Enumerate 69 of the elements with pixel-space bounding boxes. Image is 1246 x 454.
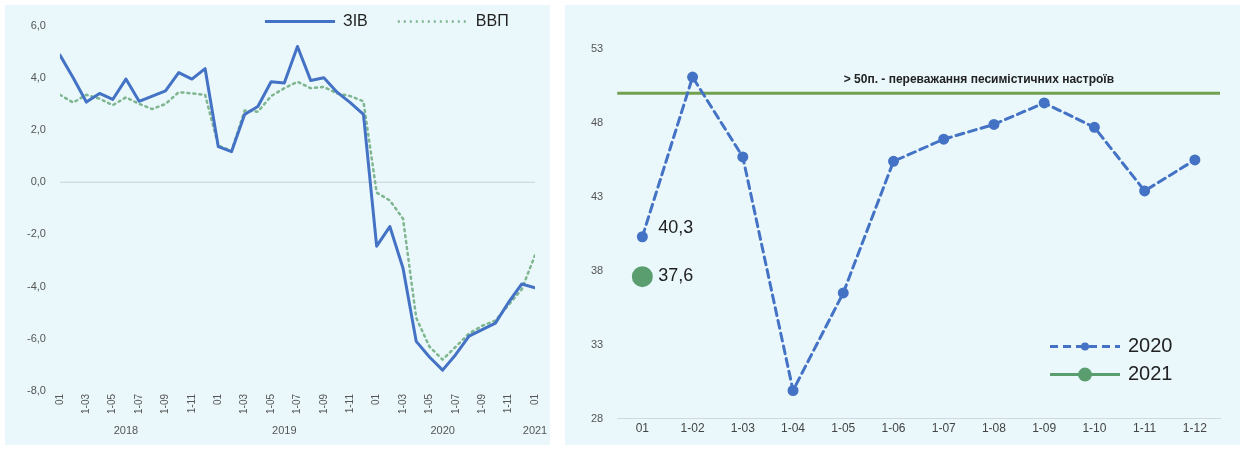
- x-tick-label: 1-03: [238, 393, 250, 414]
- x-tick-label: 1-11: [1133, 421, 1157, 436]
- x-tick-label: 1-09: [475, 393, 487, 414]
- y-tick-label: 53: [590, 42, 604, 55]
- y-tick-label: 33: [590, 337, 604, 350]
- point: [938, 133, 950, 145]
- x-tick-label: 1-09: [1032, 421, 1057, 436]
- x-tick-label: 1-02: [680, 421, 705, 436]
- x-tick-label: 1-07: [931, 421, 957, 436]
- x-tick-label: 1-12: [1182, 421, 1208, 436]
- y-tick-label: 43: [590, 189, 604, 202]
- x-tick-label: 1-03: [396, 393, 408, 414]
- point: [1038, 97, 1050, 109]
- x-tick-label: 1-04: [781, 421, 806, 436]
- x-tick-label: 1-09: [159, 393, 171, 414]
- y-tick-label: 6,0: [30, 18, 46, 31]
- y-tick-label: 38: [590, 263, 604, 276]
- y-tick-label: 48: [590, 115, 604, 128]
- point: [631, 266, 653, 288]
- point: [737, 151, 749, 163]
- y-tick-label: 4,0: [30, 70, 46, 83]
- y-tick-label: 0,0: [30, 175, 46, 188]
- x-tick-label: 01: [635, 421, 650, 436]
- x-tick-label: 1-03: [80, 393, 92, 414]
- text: 2019: [272, 423, 297, 436]
- x-tick-label: 1-05: [423, 393, 435, 414]
- point: [636, 231, 648, 243]
- text: 2020: [430, 423, 455, 436]
- data-label: 37,6: [658, 264, 694, 285]
- x-tick-label: 1-05: [106, 393, 118, 414]
- y-tick-label: -6,0: [26, 331, 46, 344]
- x-tick-label: 1-03: [730, 421, 756, 436]
- x-tick-label: 1-10: [1082, 421, 1107, 436]
- data-label: 40,3: [658, 216, 694, 237]
- point: [787, 385, 799, 397]
- y-tick-label: 28: [590, 411, 604, 424]
- x-tick-label: 1-11: [344, 393, 356, 414]
- point: [837, 287, 849, 299]
- legend-label: 2020: [1128, 334, 1173, 357]
- y-tick-label: 2,0: [30, 123, 46, 136]
- x-tick-label: 1-06: [881, 421, 906, 436]
- x-tick-label: 01: [53, 393, 65, 406]
- legend-label: ЗІВ: [343, 12, 368, 30]
- ref-line-label: > 50п. - переважання песимістичних настроїв: [843, 71, 1115, 86]
- x-tick-label: 01: [370, 393, 382, 406]
- x-tick-label: 01: [528, 393, 540, 406]
- text: 2021: [522, 423, 548, 436]
- y-tick-label: -4,0: [26, 279, 46, 292]
- legend-label: 2021: [1128, 362, 1173, 385]
- point: [1189, 154, 1201, 166]
- x-tick-label: 1-11: [502, 393, 514, 414]
- x-tick-label: 1-09: [317, 393, 329, 414]
- point: [888, 155, 899, 167]
- text: 2018: [113, 423, 139, 436]
- legend-label: ВВП: [475, 12, 509, 30]
- x-tick-label: 01: [212, 393, 224, 406]
- point: [687, 71, 699, 83]
- y-tick-label: -2,0: [26, 227, 46, 240]
- x-tick-label: 1-05: [831, 421, 856, 436]
- x-tick-label: 1-11: [185, 393, 197, 414]
- y-tick-label: -8,0: [26, 384, 46, 397]
- x-tick-label: 1-05: [264, 393, 276, 414]
- x-tick-label: 1-07: [291, 393, 303, 414]
- x-tick-label: 1-07: [449, 393, 461, 414]
- point: [1088, 121, 1100, 133]
- x-tick-label: 1-08: [981, 421, 1007, 436]
- point: [1139, 185, 1151, 197]
- point: [988, 118, 1000, 130]
- x-tick-label: 1-07: [132, 393, 144, 414]
